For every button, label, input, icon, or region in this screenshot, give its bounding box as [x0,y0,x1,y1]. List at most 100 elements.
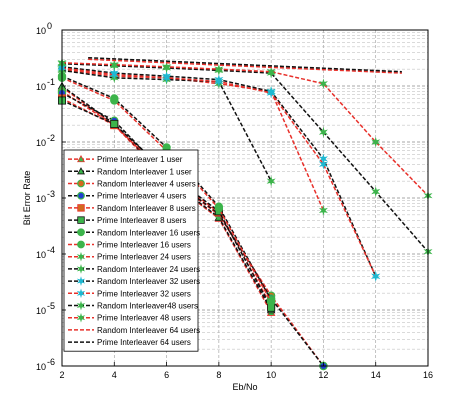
legend-entry: Prime Interleaver 1 user [68,154,183,164]
data-point [110,119,119,128]
data-point [266,66,276,77]
legend-entry: Prime Interleaver 64 users [68,338,191,347]
data-point [77,204,85,212]
series-line [61,90,325,367]
legend-label: Random Interleaver 1 user [97,167,192,176]
legend-entry: Prime Interleaver 32 users [68,288,191,299]
data-point [109,59,119,70]
series-line [61,62,429,197]
series-line [61,62,429,253]
y-axis-label: Bit Error Rate [22,171,32,226]
y-tick-exponent: -4 [47,245,55,255]
legend-label: Prime Interleaver 4 users [97,192,186,201]
y-tick-exponent: 0 [47,21,52,31]
data-point [214,204,224,213]
legend-entry: Prime Interleaver 4 users [68,192,186,201]
data-point [76,251,86,262]
series-16 [88,56,402,73]
x-tick-label: 10 [266,370,276,380]
data-point [76,312,86,323]
legend-entry: Prime Interleaver 24 users [68,251,191,262]
y-tick-label: 10 [36,82,46,92]
y-tick-exponent: -5 [47,301,55,311]
series-line [61,92,325,367]
data-point [77,154,85,163]
y-tick-label: 10 [36,138,46,148]
series-line [61,68,325,211]
y-tick-exponent: -2 [47,133,55,143]
y-tick-exponent: -6 [47,357,55,367]
legend-entry: Random Interleaver 16 users [68,228,200,237]
legend-label: Random Interleaver 24 users [97,265,200,274]
legend-entry: Prime Interleaver 48 users [68,312,191,323]
data-point [318,205,328,216]
data-point [77,240,85,249]
series-14 [57,57,433,201]
data-point [76,288,86,299]
data-point [110,96,119,105]
x-tick-label: 14 [371,370,381,380]
legend-label: Prime Interleaver 1 user [97,155,183,164]
data-point [318,159,328,170]
data-point [266,175,276,187]
legend-label: Prime Interleaver 32 users [97,289,191,298]
data-point [214,76,224,87]
data-point [162,72,172,84]
series-line [88,58,402,74]
legend-label: Prime Interleaver 8 users [97,216,186,225]
series-15 [88,58,402,74]
data-point [266,297,276,307]
data-point [76,300,86,311]
x-axis-label: Eb/No [232,382,257,392]
legend-entry: Random Interleaver 8 users [68,204,196,213]
data-point [318,126,328,138]
x-tick-label: 16 [423,370,433,380]
data-point [77,228,85,237]
data-point [76,264,86,274]
data-point [109,69,119,80]
legend-entry: Random Interleaver 64 users [68,326,200,335]
data-point [77,167,85,175]
y-tick-label: 10 [36,306,46,316]
legend-label: Prime Interleaver 24 users [97,253,191,262]
data-point [162,61,172,73]
legend-label: Random Interleaver 64 users [97,326,200,335]
data-point [371,186,381,197]
x-tick-label: 6 [164,370,169,380]
legend-label: Prime Interleaver 64 users [97,338,191,347]
data-point [371,271,381,282]
data-point [214,63,224,75]
data-point [77,179,85,188]
series-layer [57,56,433,371]
x-tick-label: 8 [216,370,221,380]
data-point [76,276,86,286]
legend-entry: Prime Interleaver 8 users [68,216,186,225]
legend-label: Random Interleaver 8 users [97,204,196,213]
legend-label: Prime Interleaver 16 users [97,241,191,250]
x-tick-label: 12 [318,370,328,380]
y-tick-label: 10 [36,26,46,36]
series-line [88,56,402,73]
legend-label: Random Interleaver 32 users [97,277,200,286]
legend-entry: Random Interleaver 32 users [68,276,200,286]
x-tick-label: 2 [59,370,64,380]
legend-entry: Random Interleaver 4 users [68,180,196,189]
y-tick-exponent: -1 [47,77,55,87]
x-tick-label: 4 [112,370,117,380]
data-point [371,136,381,148]
legend-entry: Random Interleaver 1 user [68,167,192,176]
y-tick-label: 10 [36,194,46,204]
legend-label: Prime Interleaver 48 users [97,314,191,323]
legend-label: Random Interleaver 16 users [97,228,200,237]
y-tick-label: 10 [36,250,46,260]
legend-label: Random Interleaver48 users [97,302,198,311]
series-12 [57,62,381,282]
legend-entry: Random Interleaver48 users [68,300,198,311]
legend-label: Random Interleaver 4 users [97,180,196,189]
legend-entry: Prime Interleaver 16 users [68,241,191,250]
y-tick-label: 10 [36,362,46,372]
data-point [318,78,328,89]
legend: Prime Interleaver 1 user Random Interleav… [63,149,200,352]
